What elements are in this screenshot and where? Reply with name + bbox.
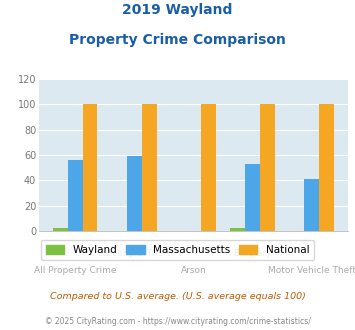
Text: Arson: Arson [181, 266, 206, 275]
Text: Burglary: Burglary [233, 249, 272, 258]
Text: All Property Crime: All Property Crime [34, 266, 116, 275]
Bar [201, 105, 215, 231]
Bar [230, 228, 245, 231]
Text: Motor Vehicle Theft: Motor Vehicle Theft [268, 266, 355, 275]
Text: Larceny & Theft: Larceny & Theft [98, 249, 170, 258]
Bar [83, 105, 97, 231]
Bar [319, 105, 334, 231]
Bar [53, 228, 68, 231]
Text: Compared to U.S. average. (U.S. average equals 100): Compared to U.S. average. (U.S. average … [50, 292, 305, 301]
Text: Property Crime Comparison: Property Crime Comparison [69, 33, 286, 47]
Text: © 2025 CityRating.com - https://www.cityrating.com/crime-statistics/: © 2025 CityRating.com - https://www.city… [45, 317, 310, 326]
Bar [127, 156, 142, 231]
Bar [304, 179, 319, 231]
Legend: Wayland, Massachusetts, National: Wayland, Massachusetts, National [40, 240, 315, 260]
Bar [260, 105, 275, 231]
Text: 2019 Wayland: 2019 Wayland [122, 3, 233, 17]
Bar [142, 105, 157, 231]
Bar [68, 160, 83, 231]
Bar [245, 164, 260, 231]
